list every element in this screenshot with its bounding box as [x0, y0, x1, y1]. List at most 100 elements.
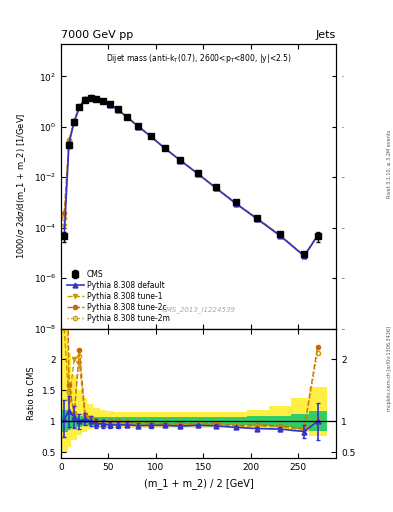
- Pythia 8.308 default: [94, 96, 99, 102]
- Pythia 8.308 tune-2m: [278, 232, 283, 239]
- Pythia 8.308 tune-2m: [67, 138, 72, 144]
- Line: Pythia 8.308 tune-1: Pythia 8.308 tune-1: [62, 95, 320, 258]
- Pythia 8.308 default: [178, 158, 183, 164]
- Text: CMS_2013_I1224539: CMS_2013_I1224539: [162, 307, 235, 313]
- Pythia 8.308 tune-2c: [77, 103, 82, 110]
- Pythia 8.308 tune-2c: [233, 200, 238, 206]
- Pythia 8.308 default: [88, 95, 93, 101]
- Pythia 8.308 tune-2c: [125, 114, 130, 120]
- Pythia 8.308 tune-2m: [62, 215, 66, 221]
- Pythia 8.308 tune-2c: [315, 232, 320, 239]
- Pythia 8.308 tune-1: [72, 118, 77, 124]
- Pythia 8.308 tune-2c: [162, 145, 167, 151]
- Pythia 8.308 default: [77, 104, 82, 110]
- Pythia 8.308 tune-1: [77, 104, 82, 110]
- Pythia 8.308 tune-1: [107, 101, 112, 108]
- Pythia 8.308 tune-2m: [233, 200, 238, 206]
- Line: Pythia 8.308 default: Pythia 8.308 default: [62, 95, 320, 259]
- Pythia 8.308 tune-2c: [302, 252, 307, 259]
- Pythia 8.308 tune-2m: [100, 98, 105, 104]
- Pythia 8.308 default: [100, 98, 105, 104]
- Pythia 8.308 default: [315, 232, 320, 239]
- Pythia 8.308 default: [136, 123, 141, 130]
- Line: Pythia 8.308 tune-2m: Pythia 8.308 tune-2m: [62, 95, 320, 258]
- Pythia 8.308 default: [125, 114, 130, 120]
- Pythia 8.308 tune-2c: [195, 170, 200, 176]
- Pythia 8.308 tune-2c: [94, 96, 99, 102]
- Pythia 8.308 tune-2m: [315, 232, 320, 239]
- Pythia 8.308 default: [83, 96, 88, 102]
- Pythia 8.308 tune-2c: [214, 185, 219, 191]
- Pythia 8.308 tune-1: [178, 157, 183, 163]
- Pythia 8.308 tune-2m: [125, 114, 130, 120]
- Pythia 8.308 tune-1: [214, 185, 219, 191]
- Text: Jets: Jets: [316, 30, 336, 40]
- Pythia 8.308 default: [107, 102, 112, 108]
- Pythia 8.308 tune-1: [136, 123, 141, 130]
- X-axis label: (m_1 + m_2) / 2 [GeV]: (m_1 + m_2) / 2 [GeV]: [143, 478, 253, 488]
- Pythia 8.308 tune-2c: [107, 101, 112, 107]
- Pythia 8.308 tune-2m: [88, 94, 93, 100]
- Pythia 8.308 tune-1: [195, 170, 200, 177]
- Pythia 8.308 default: [148, 133, 153, 139]
- Pythia 8.308 tune-2m: [116, 106, 120, 112]
- Pythia 8.308 tune-1: [116, 106, 120, 113]
- Pythia 8.308 tune-1: [233, 200, 238, 206]
- Line: Pythia 8.308 tune-2c: Pythia 8.308 tune-2c: [62, 95, 320, 258]
- Pythia 8.308 tune-2c: [88, 94, 93, 100]
- Pythia 8.308 tune-2m: [83, 96, 88, 102]
- Pythia 8.308 default: [214, 185, 219, 191]
- Pythia 8.308 tune-2m: [255, 216, 260, 222]
- Pythia 8.308 tune-1: [88, 94, 93, 100]
- Pythia 8.308 tune-2c: [255, 215, 260, 221]
- Pythia 8.308 tune-1: [162, 145, 167, 151]
- Pythia 8.308 default: [116, 107, 120, 113]
- Pythia 8.308 tune-2m: [136, 123, 141, 129]
- Pythia 8.308 default: [233, 201, 238, 207]
- Pythia 8.308 default: [278, 232, 283, 239]
- Y-axis label: Ratio to CMS: Ratio to CMS: [27, 367, 36, 420]
- Y-axis label: 1000/$\sigma$ 2d$\sigma$/d(m_1 + m_2) [1/GeV]: 1000/$\sigma$ 2d$\sigma$/d(m_1 + m_2) [1…: [15, 113, 28, 259]
- Pythia 8.308 default: [162, 145, 167, 152]
- Pythia 8.308 default: [255, 216, 260, 222]
- Pythia 8.308 tune-2m: [302, 252, 307, 259]
- Pythia 8.308 tune-2m: [72, 118, 77, 124]
- Pythia 8.308 tune-2c: [72, 118, 77, 124]
- Pythia 8.308 tune-2m: [77, 103, 82, 110]
- Text: 7000 GeV pp: 7000 GeV pp: [61, 30, 133, 40]
- Pythia 8.308 tune-2c: [148, 133, 153, 139]
- Pythia 8.308 tune-1: [94, 96, 99, 102]
- Pythia 8.308 tune-1: [148, 133, 153, 139]
- Pythia 8.308 tune-1: [62, 223, 66, 229]
- Pythia 8.308 tune-2c: [278, 232, 283, 238]
- Pythia 8.308 tune-2c: [116, 106, 120, 112]
- Text: Dijet mass (anti-k$_\mathrm{T}$(0.7), 2600<p$_\mathrm{T}$<800, |y|<2.5): Dijet mass (anti-k$_\mathrm{T}$(0.7), 26…: [106, 52, 291, 65]
- Pythia 8.308 default: [62, 232, 66, 239]
- Pythia 8.308 default: [67, 140, 72, 146]
- Pythia 8.308 tune-1: [125, 114, 130, 120]
- Pythia 8.308 tune-1: [315, 232, 320, 239]
- Pythia 8.308 tune-2c: [136, 123, 141, 129]
- Pythia 8.308 default: [72, 119, 77, 125]
- Text: Rivet 3.1.10, ≥ 3.2M events: Rivet 3.1.10, ≥ 3.2M events: [387, 130, 392, 198]
- Pythia 8.308 tune-2m: [178, 157, 183, 163]
- Text: mcplots.cern.ch [arXiv:1306.3436]: mcplots.cern.ch [arXiv:1306.3436]: [387, 326, 392, 411]
- Pythia 8.308 tune-2m: [148, 133, 153, 139]
- Pythia 8.308 tune-1: [278, 232, 283, 239]
- Pythia 8.308 tune-1: [67, 139, 72, 145]
- Pythia 8.308 tune-1: [83, 96, 88, 102]
- Pythia 8.308 default: [302, 253, 307, 259]
- Pythia 8.308 tune-2c: [178, 157, 183, 163]
- Pythia 8.308 tune-2m: [107, 101, 112, 107]
- Pythia 8.308 tune-2m: [162, 145, 167, 151]
- Pythia 8.308 tune-1: [302, 252, 307, 259]
- Pythia 8.308 tune-2m: [214, 185, 219, 191]
- Pythia 8.308 tune-2m: [195, 170, 200, 177]
- Pythia 8.308 tune-2c: [67, 137, 72, 143]
- Legend: CMS, Pythia 8.308 default, Pythia 8.308 tune-1, Pythia 8.308 tune-2c, Pythia 8.3: CMS, Pythia 8.308 default, Pythia 8.308 …: [65, 268, 172, 325]
- Pythia 8.308 tune-2m: [94, 96, 99, 102]
- Pythia 8.308 tune-1: [100, 98, 105, 104]
- Pythia 8.308 tune-2c: [62, 210, 66, 216]
- Pythia 8.308 default: [195, 170, 200, 177]
- Pythia 8.308 tune-1: [255, 216, 260, 222]
